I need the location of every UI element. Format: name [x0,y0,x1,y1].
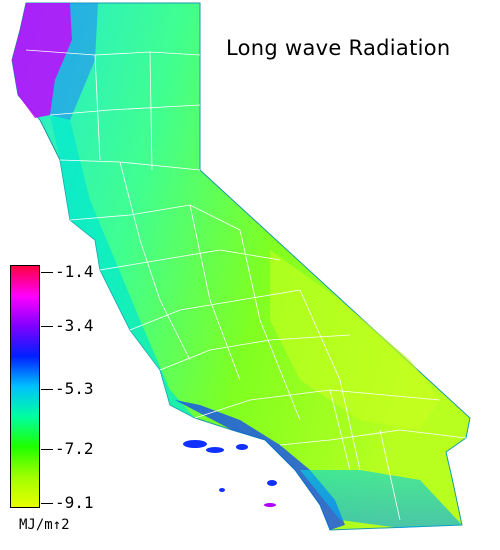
legend-tick-label: -9.1 [55,493,94,512]
north-coast-region [12,3,72,118]
map-title: Long wave Radiation [226,36,451,60]
eastern-desert-region [270,250,440,430]
channel-islands [183,440,277,507]
coastal-band [50,115,195,418]
legend-tick-label: -7.2 [55,439,94,458]
legend-tick-mark [41,326,53,327]
color-scale-bar [10,265,40,508]
legend-tick-label: -1.4 [55,262,94,281]
legend-tick-mark [41,449,53,450]
legend-unit-label: MJ/m↑2 [19,517,70,533]
legend-tick-mark [41,389,53,390]
south-coast-region [175,400,345,530]
county-boundaries [25,49,467,521]
legend-tick-mark [41,503,53,504]
north-inland-band [50,3,98,120]
legend-tick-label: -3.4 [55,316,94,335]
legend-tick-mark [41,272,53,273]
legend-tick-label: -5.3 [55,379,94,398]
south-mountains [300,470,462,528]
